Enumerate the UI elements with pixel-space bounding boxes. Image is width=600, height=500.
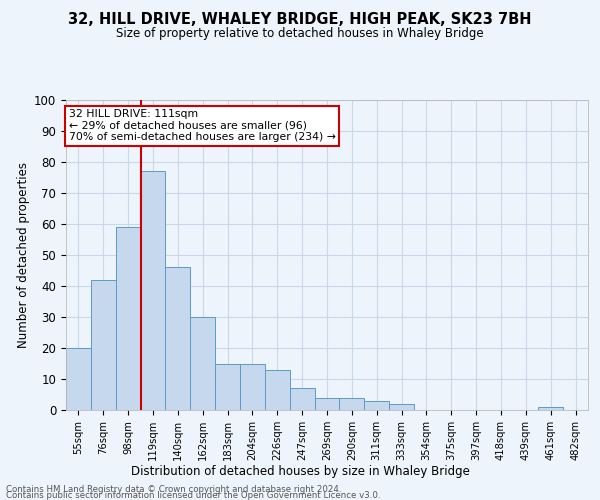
Bar xyxy=(364,400,389,410)
Y-axis label: Number of detached properties: Number of detached properties xyxy=(17,162,30,348)
Text: 32, HILL DRIVE, WHALEY BRIDGE, HIGH PEAK, SK23 7BH: 32, HILL DRIVE, WHALEY BRIDGE, HIGH PEAK… xyxy=(68,12,532,28)
Bar xyxy=(240,364,265,410)
Bar xyxy=(290,388,314,410)
Bar xyxy=(215,364,240,410)
Bar xyxy=(140,172,166,410)
Bar xyxy=(190,317,215,410)
Text: Size of property relative to detached houses in Whaley Bridge: Size of property relative to detached ho… xyxy=(116,26,484,40)
Bar xyxy=(166,268,190,410)
Bar xyxy=(116,227,140,410)
Text: 32 HILL DRIVE: 111sqm
← 29% of detached houses are smaller (96)
70% of semi-deta: 32 HILL DRIVE: 111sqm ← 29% of detached … xyxy=(68,110,335,142)
Bar xyxy=(389,404,414,410)
Text: Distribution of detached houses by size in Whaley Bridge: Distribution of detached houses by size … xyxy=(131,464,469,477)
Bar xyxy=(91,280,116,410)
Bar xyxy=(538,407,563,410)
Bar xyxy=(340,398,364,410)
Bar xyxy=(265,370,290,410)
Bar xyxy=(66,348,91,410)
Text: Contains public sector information licensed under the Open Government Licence v3: Contains public sector information licen… xyxy=(6,491,380,500)
Text: Contains HM Land Registry data © Crown copyright and database right 2024.: Contains HM Land Registry data © Crown c… xyxy=(6,484,341,494)
Bar xyxy=(314,398,340,410)
